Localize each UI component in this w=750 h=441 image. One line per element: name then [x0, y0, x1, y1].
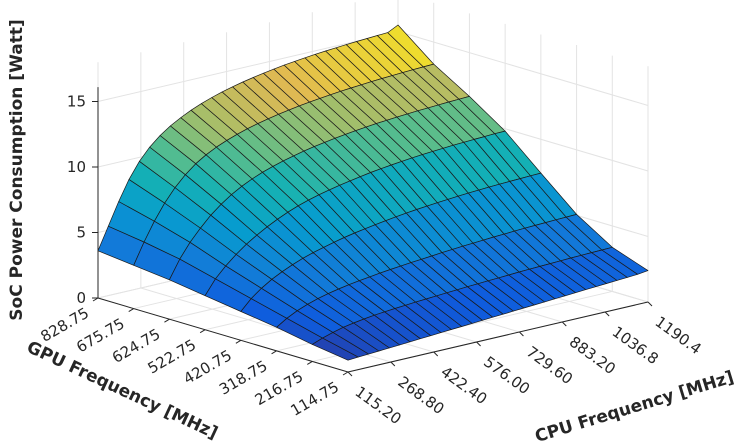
y-tick-mark	[164, 318, 170, 323]
x-tick-label: 115.20	[352, 383, 405, 428]
axes-box	[92, 87, 653, 377]
z-tick-label: 10	[67, 158, 86, 176]
x-tick-mark	[433, 351, 439, 357]
x-tick-mark	[561, 321, 567, 327]
x-tick-mark	[519, 331, 524, 337]
z-axis-label: SoC Power Consumption [Watt]	[7, 19, 27, 320]
y-tick-mark	[342, 371, 349, 376]
x-tick-mark	[476, 341, 481, 347]
x-tick-mark	[390, 361, 396, 367]
x-tick-mark	[647, 301, 653, 307]
power-surface	[97, 24, 649, 361]
y-tick-mark	[199, 329, 206, 334]
y-tick-mark	[128, 308, 134, 313]
x-axis-line	[347, 301, 649, 373]
y-tick-mark	[307, 360, 313, 365]
surface-patch	[601, 246, 649, 275]
right-wall-gridline	[397, 31, 649, 106]
z-tick-label: 15	[67, 93, 86, 111]
y-tick-mark	[271, 350, 277, 355]
y-tick-mark	[235, 339, 242, 344]
back-wall-gridline	[97, 31, 399, 102]
x-tick-mark	[604, 311, 610, 317]
z-tick-label: 5	[76, 224, 86, 242]
z-tick-label: 0	[76, 289, 86, 307]
y-axis-line	[97, 297, 349, 373]
x-tick-mark	[347, 371, 353, 377]
